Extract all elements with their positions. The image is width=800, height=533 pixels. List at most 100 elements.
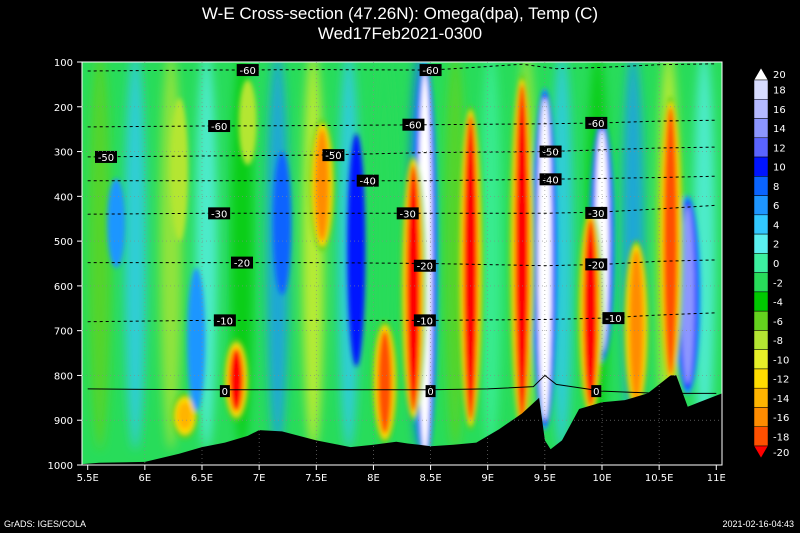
contour-label-box [413,314,436,327]
colorbar-swatch [753,195,769,216]
contour-label-box [208,207,231,220]
contour-label: -30 [588,209,604,220]
colorbar-swatch [753,387,769,408]
footer-timestamp: 2021-02-16-04:43 [722,519,794,529]
omega-feature [406,164,421,412]
omega-feature [107,178,126,268]
omega-feature [177,402,192,430]
colorbar-label: -4 [773,298,783,309]
omega-feature [187,267,206,412]
x-tick-label: 8.5E [419,473,441,484]
contour-label: -30 [211,209,227,220]
colorbar-swatch [753,291,769,312]
omega-texture-streak [479,62,502,451]
colorbar-label: -12 [773,375,789,386]
colorbar-label: -16 [773,413,789,424]
x-axis: 5.5E 6E 6.5E 7E 7.5E 8E 8.5E 9E 9.5E 10E 10.5E 11E [77,465,726,484]
colorbar-label: 8 [773,182,779,193]
omega-feature [377,330,392,434]
contour-label-box [591,385,602,398]
contour-labels: 0 0 0 -10 -10 -10 -20 -20 -20 -30 -30 -30 -40 -40 -50 -… [95,64,625,398]
contour-label: -50 [98,153,114,164]
y-tick-label: 100 [54,58,73,69]
colorbar-swatch [753,426,769,447]
contour-label-box [585,258,608,271]
omega-texture-streak [124,62,147,451]
colorbar-label: 16 [773,105,786,116]
colorbar: 20181614121086420-2-4-6-8-10-12-14-16-18… [753,67,789,459]
contour-label-box [213,314,236,327]
colorbar-bottom-arrow [753,445,769,459]
contour-label: -60 [588,119,604,130]
x-tick-label: 7.5E [305,473,327,484]
contour-label: -40 [360,177,376,188]
contour-label: 0 [593,387,599,398]
omega-feature [170,97,189,242]
y-tick-label: 700 [54,327,73,338]
contour-label-box [602,312,625,325]
contour-label-box [585,116,608,129]
colorbar-label: 12 [773,143,786,154]
y-axis: 100 200 300 400 500 600 700 800 900 1000 [48,58,82,472]
contour-label: -30 [400,209,416,220]
colorbar-swatch [753,79,769,100]
plot-area: 0 0 0 -10 -10 -10 -20 -20 -20 -30 -30 -30 -40 -40 -50 -… [82,62,722,465]
omega-texture-streak [88,62,111,451]
contour-label-box [322,149,345,162]
colorbar-swatch [753,368,769,389]
y-tick-label: 900 [54,416,73,427]
colorbar-swatch [753,272,769,293]
contour-label: -50 [542,148,558,159]
y-tick-label: 200 [54,103,73,114]
x-tick-label: 8E [367,473,380,484]
x-tick-label: 6.5E [191,473,213,484]
x-tick-label: 10.5E [645,473,674,484]
colorbar-swatch [753,233,769,254]
y-tick-label: 300 [54,148,73,159]
contour-label-box [396,207,419,220]
contour-label: -60 [405,121,421,132]
contour-label: -60 [422,66,438,77]
chart-subtitle: Wed17Feb2021-0300 [317,24,483,43]
temperature-contour [87,146,717,158]
omega-feature [347,133,366,367]
omega-feature [238,79,257,165]
footer-credit: GrADS: IGES/COLA [4,519,87,529]
colorbar-label: 20 [773,70,786,81]
colorbar-swatch [753,137,769,158]
contour-label-box [402,118,425,131]
temperature-contour [87,374,717,394]
colorbar-label: 14 [773,124,786,135]
colorbar-label: -2 [773,278,783,289]
colorbar-label: 6 [773,201,779,212]
colorbar-swatch [753,407,769,427]
colorbar-label: -8 [773,336,783,347]
colorbar-label: 10 [773,163,786,174]
temperature-contour [87,259,717,267]
chart-title: W-E Cross-section (47.26N): Omega(dpa), … [201,4,599,23]
terrain [82,375,722,465]
omega-texture-streak [693,62,716,451]
contour-label: -40 [542,175,558,186]
contour-label: 0 [222,387,228,398]
colorbar-swatch [753,99,769,119]
colorbar-label: -18 [773,432,789,443]
omega-feature [229,348,244,412]
x-tick-label: 6E [139,473,152,484]
colorbar-label: 2 [773,240,779,251]
contour-label-box [585,206,608,219]
colorbar-swatch [753,156,769,177]
omega-feature [315,129,329,242]
colorbar-swatch [753,176,769,196]
omega-feature [515,84,529,421]
colorbar-label: -20 [773,448,789,459]
omega-feature [680,205,695,385]
x-tick-label: 7E [253,473,266,484]
contour-label-box [236,64,259,77]
y-tick-label: 500 [54,237,73,248]
contour-label-box [95,150,117,163]
colorbar-swatch [753,118,769,139]
contour-label: -10 [417,316,433,327]
plot-frame [81,61,723,466]
contour-label: -20 [234,259,250,270]
